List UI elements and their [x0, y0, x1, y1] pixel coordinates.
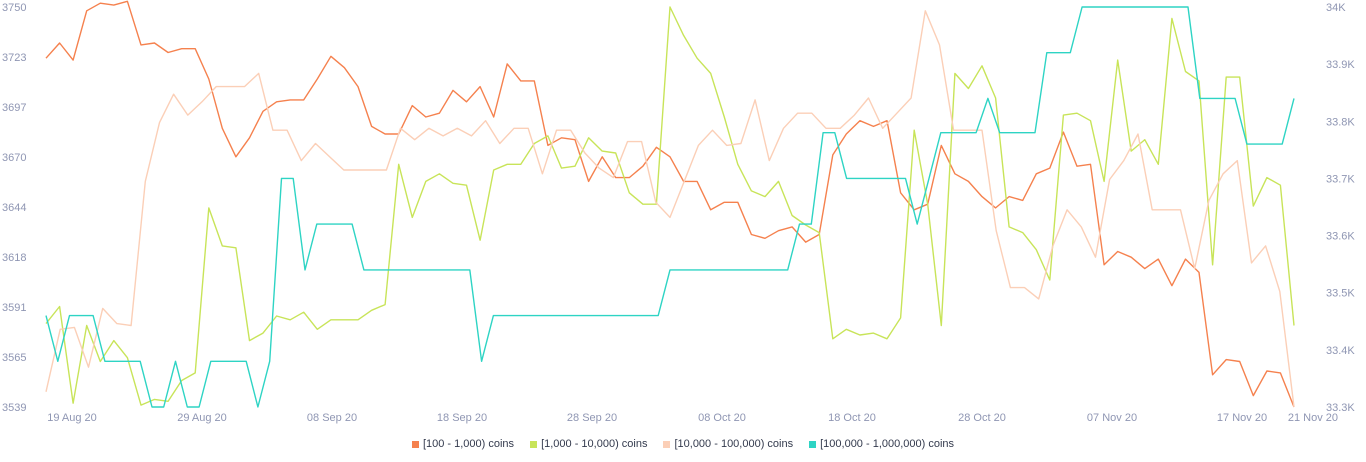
x-tick-label: 28 Oct 20 [958, 412, 1006, 424]
x-tick-label: 28 Sep 20 [567, 412, 617, 424]
x-axis: 19 Aug 20 29 Aug 20 08 Sep 20 18 Sep 20 28 S… [47, 412, 1338, 424]
legend-label: [1,000 - 10,000) coins [541, 438, 648, 450]
y-left-tick-label: 3697 [2, 102, 26, 114]
legend-swatch [809, 440, 817, 448]
x-tick-label: 17 Nov 20 [1217, 412, 1267, 424]
legend-swatch [663, 440, 671, 448]
legend-label: [100,000 - 1,000,000) coins [820, 438, 955, 450]
series-layer [45, 0, 1295, 408]
x-tick-label: 08 Oct 20 [698, 412, 746, 424]
series-line-1[interactable] [45, 6, 1295, 406]
legend-label: [10,000 - 100,000) coins [674, 438, 794, 450]
legend-item-1000-10000[interactable]: [1,000 - 10,000) coins [530, 436, 647, 452]
y-left-tick-label: 3618 [2, 252, 26, 264]
x-tick-label: 29 Aug 20 [177, 412, 227, 424]
y-right-tick-label: 33.6K [1326, 231, 1355, 243]
x-tick-label: 18 Sep 20 [437, 412, 487, 424]
y-left-tick-label: 3591 [2, 302, 26, 314]
x-tick-label: 19 Aug 20 [47, 412, 97, 424]
y-right-tick-label: 33.8K [1326, 116, 1355, 128]
legend-label: [100 - 1,000) coins [422, 438, 515, 450]
y-left-tick-label: 3644 [2, 202, 26, 214]
y-right-tick-label: 33.5K [1326, 288, 1355, 300]
y-right-tick-label: 33.3K [1326, 402, 1355, 414]
x-tick-label: 21 Nov 20 [1288, 412, 1338, 424]
y-right-tick-label: 33.7K [1326, 173, 1355, 185]
legend-swatch [411, 440, 419, 448]
x-tick-label: 08 Sep 20 [307, 412, 357, 424]
y-axis-left: 3539 3565 3591 3618 3644 3670 3697 3723 3750 [2, 2, 26, 414]
y-left-tick-label: 3539 [2, 402, 26, 414]
legend-swatch [530, 440, 538, 448]
y-left-tick-label: 3565 [2, 352, 26, 364]
y-axis-right: 33.3K 33.4K 33.5K 33.6K 33.7K 33.8K 33.9K 34K [1326, 2, 1355, 414]
legend-item-100-1000[interactable]: [100 - 1,000) coins [411, 436, 515, 452]
series-line-2[interactable] [45, 10, 1295, 408]
legend-item-10000-100000[interactable]: [10,000 - 100,000) coins [663, 436, 793, 452]
x-tick-label: 07 Nov 20 [1087, 412, 1137, 424]
y-right-tick-label: 33.9K [1326, 59, 1355, 71]
x-tick-label: 18 Oct 20 [828, 412, 876, 424]
y-left-tick-label: 3670 [2, 152, 26, 164]
y-left-tick-label: 3750 [2, 2, 26, 14]
y-right-tick-label: 34K [1326, 2, 1346, 14]
y-right-tick-label: 33.4K [1326, 345, 1355, 357]
legend-item-100000-1000000[interactable]: [100,000 - 1,000,000) coins [809, 436, 954, 452]
series-line-0[interactable] [45, 0, 1295, 408]
series-line-3[interactable] [45, 6, 1295, 408]
y-left-tick-label: 3723 [2, 52, 26, 64]
legend: [100 - 1,000) coins [1,000 - 10,000) coi… [0, 436, 1366, 452]
line-chart: 19 Aug 20 29 Aug 20 08 Sep 20 18 Sep 20 28 S… [2, 0, 1355, 424]
